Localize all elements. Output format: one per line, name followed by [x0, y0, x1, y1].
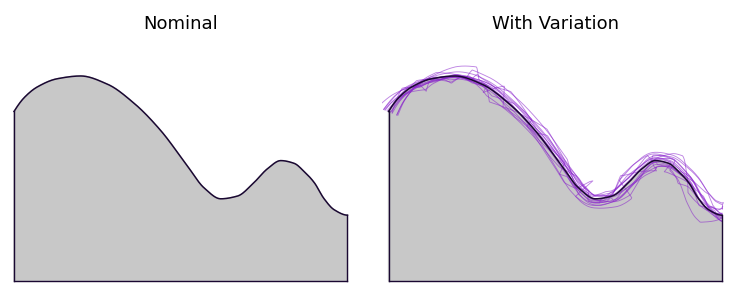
Polygon shape	[389, 76, 722, 281]
Polygon shape	[14, 76, 347, 281]
Title: With Variation: With Variation	[492, 15, 619, 34]
Title: Nominal: Nominal	[144, 15, 218, 34]
